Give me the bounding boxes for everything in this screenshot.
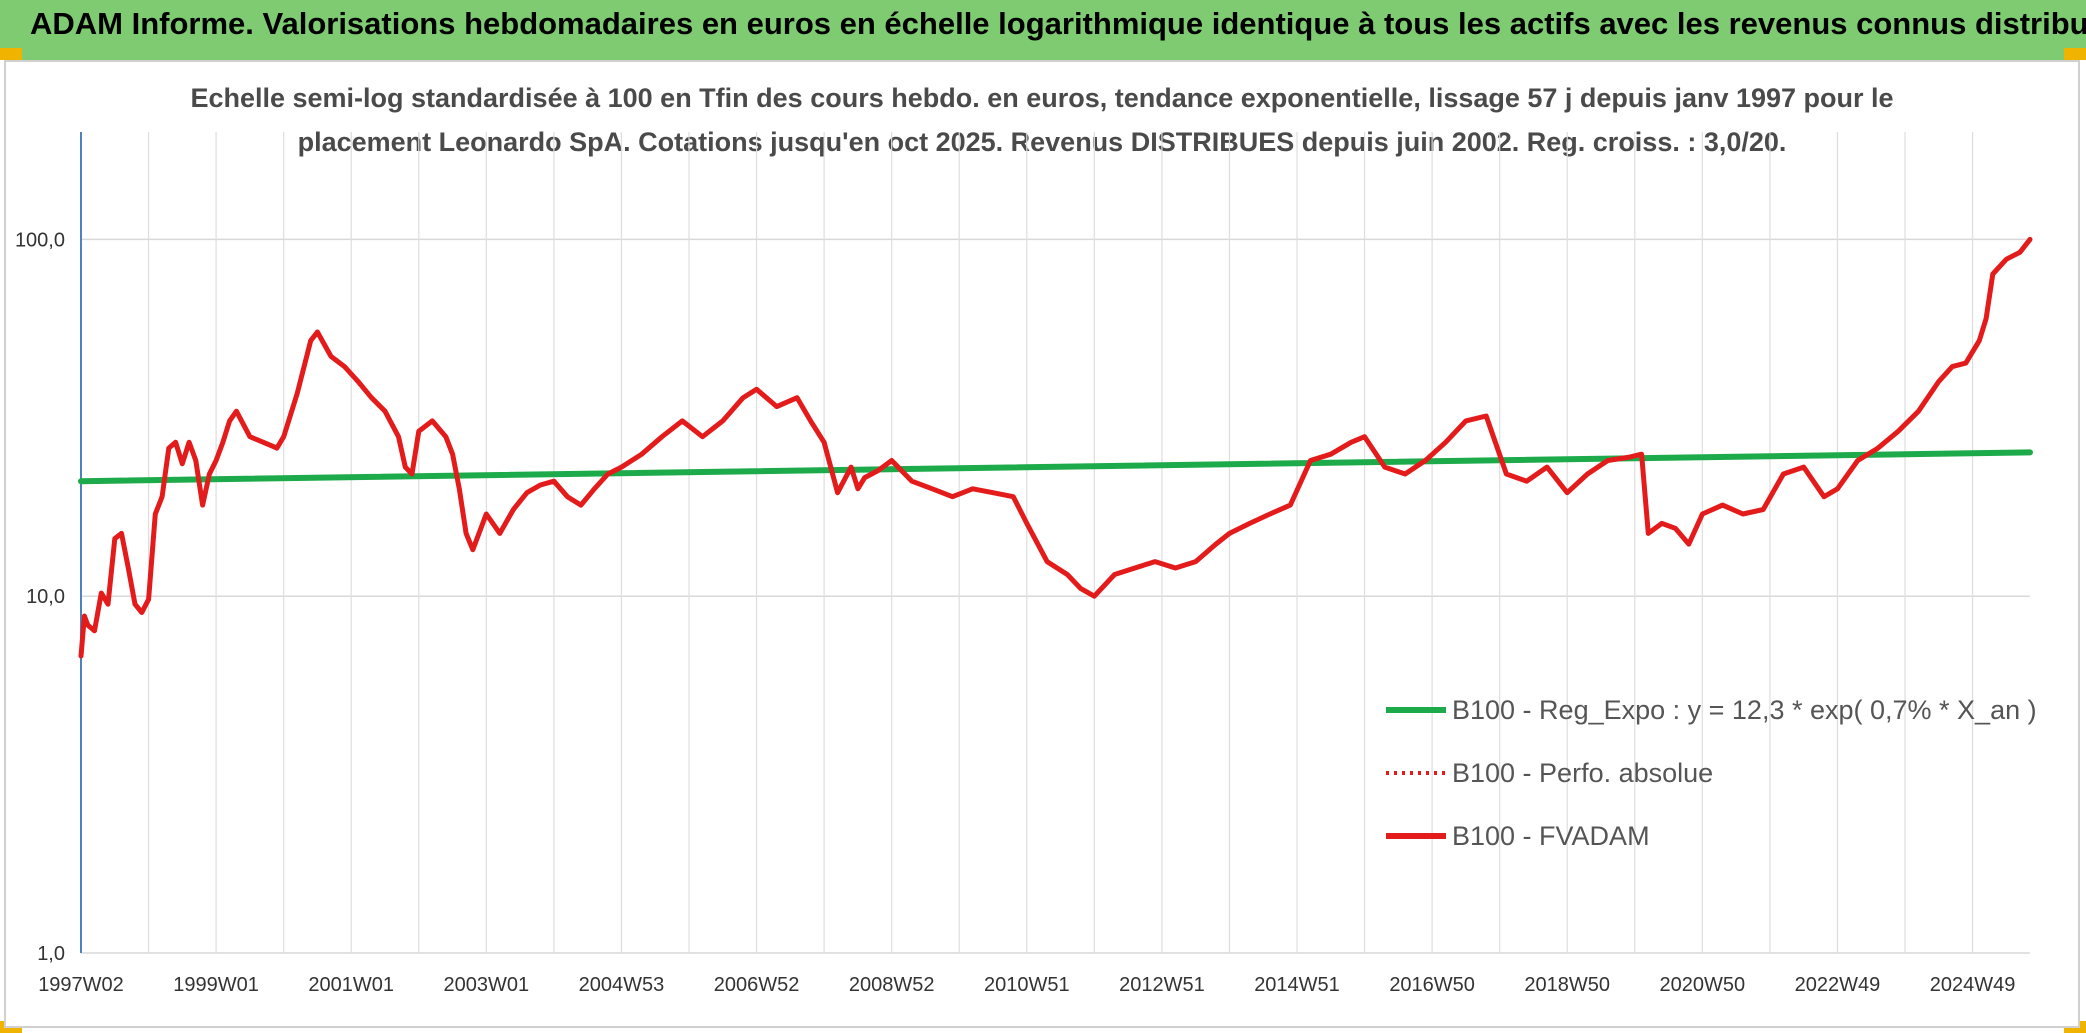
series-line-fvadam	[78, 236, 2033, 659]
y-tick-label: 100,0	[15, 229, 65, 251]
x-tick-label: 2020W50	[1660, 974, 1746, 996]
series-line-regression	[78, 449, 2033, 485]
x-tick-label: 2001W01	[308, 974, 394, 996]
chart-subtitle-line-2: placement Leonardo SpA. Cotations jusqu'…	[298, 127, 1787, 157]
gridlines	[81, 132, 2030, 954]
x-tick-label: 2006W52	[714, 974, 800, 996]
report-title: ADAM Informe. Valorisations hebdomadaire…	[30, 6, 2086, 41]
x-tick-label: 2024W49	[1930, 974, 2016, 996]
x-tick-label: 2014W51	[1254, 974, 1340, 996]
y-tick-label: 10,0	[26, 586, 65, 608]
x-tick-label: 1999W01	[173, 974, 259, 996]
x-tick-label: 2004W53	[579, 974, 665, 996]
x-tick-label: 2008W52	[849, 974, 935, 996]
x-tick-label: 2022W49	[1795, 974, 1881, 996]
legend: B100 - Reg_Expo : y = 12,3 * exp( 0,7% *…	[1386, 695, 2037, 851]
x-tick-label: 2018W50	[1524, 974, 1610, 996]
y-tick-label: 1,0	[37, 943, 65, 965]
x-tick-label: 2012W51	[1119, 974, 1205, 996]
legend-label-fvadam: B100 - FVADAM	[1452, 821, 1650, 851]
corner-marker-left	[0, 48, 22, 60]
x-tick-label: 1997W02	[38, 974, 124, 996]
corner-marker-right	[2064, 48, 2086, 60]
legend-label-regression: B100 - Reg_Expo : y = 12,3 * exp( 0,7% *…	[1452, 695, 2037, 725]
chart-subtitle-line-1: Echelle semi-log standardisée à 100 en T…	[190, 83, 1893, 113]
x-tick-label: 2003W01	[444, 974, 530, 996]
chart-frame: Echelle semi-log standardisée à 100 en T…	[4, 60, 2080, 1028]
x-tick-label: 2010W51	[984, 974, 1070, 996]
y-axis-ticks: 1,0 10,0 100,0	[15, 229, 65, 965]
report-title-banner: ADAM Informe. Valorisations hebdomadaire…	[0, 0, 2086, 60]
series-layer	[78, 236, 2033, 659]
legend-label-perfo-absolue: B100 - Perfo. absolue	[1452, 758, 1713, 788]
line-chart: Echelle semi-log standardisée à 100 en T…	[15, 83, 2037, 996]
x-tick-label: 2016W50	[1389, 974, 1475, 996]
x-axis-ticks: 1997W02 1999W01 2001W01 2003W01 2004W53 2006W…	[38, 974, 2015, 996]
